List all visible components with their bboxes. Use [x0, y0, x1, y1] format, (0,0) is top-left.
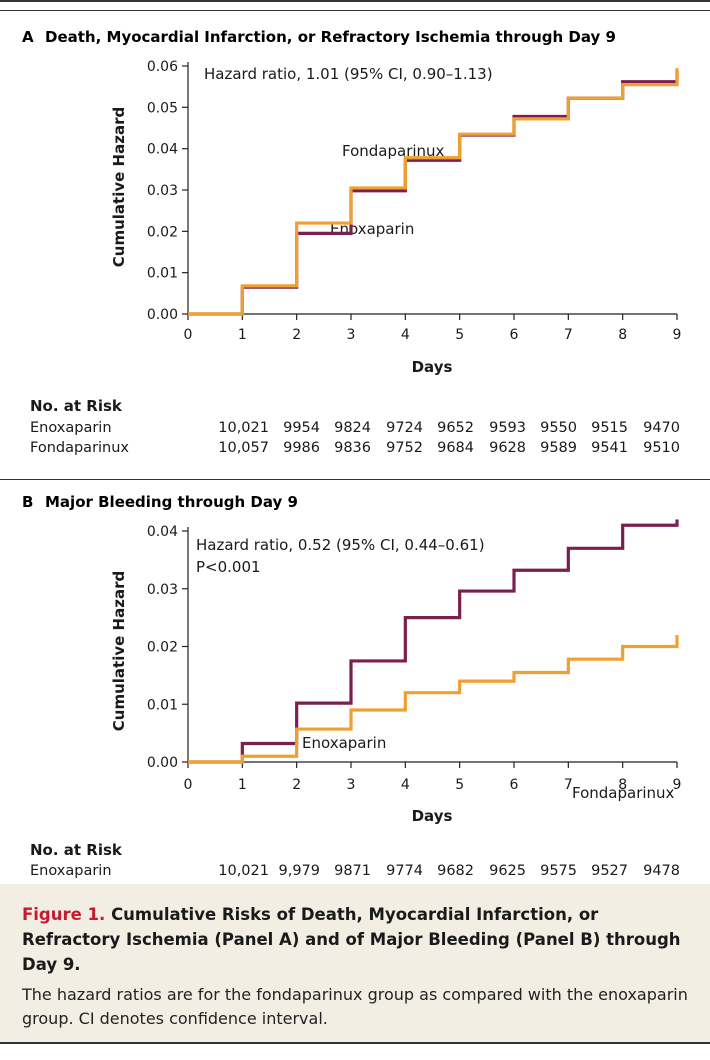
panel-a-hazard-ratio: Hazard ratio, 1.01 (95% CI, 0.90–1.13): [204, 65, 493, 83]
top-rule-thin: [0, 10, 710, 11]
risk-value-enoxaparin: 9470: [643, 420, 680, 436]
panel-a-risk-header: No. at Risk: [30, 397, 123, 415]
risk-value-fondaparinux: 9986: [283, 440, 320, 456]
x-tick-label: 0: [184, 777, 193, 793]
risk-value-fondaparinux: 9510: [643, 440, 680, 456]
x-tick-label: 0: [184, 327, 193, 343]
x-tick-label: 5: [455, 777, 464, 793]
panel-a-title: Death, Myocardial Infarction, or Refract…: [45, 28, 616, 46]
risk-value-enoxaparin: 9,979: [278, 863, 320, 879]
y-tick-label: 0.03: [147, 183, 178, 199]
panel-a-ylabel: Cumulative Hazard: [110, 107, 128, 267]
panel-b-ylabel: Cumulative Hazard: [110, 571, 128, 731]
panel-b-fondaparinux-label: Fondaparinux: [572, 784, 675, 802]
risk-value-fondaparinux: 9752: [386, 440, 423, 456]
x-tick-label: 3: [347, 777, 356, 793]
risk-value-enoxaparin: 9625: [489, 863, 526, 879]
x-tick-label: 7: [564, 777, 573, 793]
panel-a-plot-area: 0.00 0.01 0.02 0.03 0.04 0.05 0.06 0 1 2 3 4 5 6 7 8 9: [147, 59, 682, 343]
risk-value-enoxaparin: 9871: [334, 863, 371, 879]
y-tick-label: 0.00: [147, 307, 178, 323]
risk-value-enoxaparin: 9527: [591, 863, 628, 879]
x-tick-label: 5: [455, 327, 464, 343]
caption-title-block: Figure 1. Cumulative Risks of Death, Myo…: [22, 902, 688, 977]
risk-value-enoxaparin: 9774: [386, 863, 423, 879]
y-tick-label: 0.04: [147, 142, 178, 158]
enoxaparin-step-line: [188, 70, 679, 316]
y-tick-label: 0.04: [147, 524, 178, 540]
risk-value-enoxaparin: 9652: [437, 420, 474, 436]
panel-a-xlabel: Days: [412, 358, 453, 376]
panel-b-risk-header: No. at Risk: [30, 841, 123, 859]
risk-value-fondaparinux: 9628: [489, 440, 526, 456]
x-tick-label: 9: [673, 777, 682, 793]
panel-a-chart: A Death, Myocardial Infarction, or Refra…: [22, 28, 682, 456]
y-tick-label: 0.01: [147, 697, 178, 713]
figure-label: Figure 1.: [22, 905, 106, 924]
panel-a-letter: A: [22, 28, 34, 46]
panel-b-enoxaparin-label: Enoxaparin: [302, 734, 386, 752]
risk-value-enoxaparin: 9550: [540, 420, 577, 436]
panel-a-risk-values: 10,021 9954 9824 9724 9652 9593 9550 9515 9470 10…: [218, 420, 680, 456]
x-tick-label: 4: [401, 777, 410, 793]
x-tick-label: 2: [292, 777, 301, 793]
y-tick-label: 0.05: [147, 100, 178, 116]
risk-value-fondaparinux: 9589: [540, 440, 577, 456]
panel-b-hazard-ratio: Hazard ratio, 0.52 (95% CI, 0.44–0.61): [196, 536, 485, 554]
risk-value-enoxaparin: 9954: [283, 420, 320, 436]
fondaparinux-step-line: [188, 68, 679, 316]
x-tick-label: 6: [510, 777, 519, 793]
risk-value-enoxaparin: 9593: [489, 420, 526, 436]
panel-b-letter: B: [22, 493, 33, 511]
x-tick-label: 8: [618, 327, 627, 343]
x-tick-label: 8: [618, 777, 627, 793]
panel-a-fondaparinux-label: Fondaparinux: [342, 142, 445, 160]
caption-title: Cumulative Risks of Death, Myocardial In…: [22, 905, 681, 974]
risk-value-enoxaparin: 9478: [643, 863, 680, 879]
risk-value-fondaparinux: 10,057: [218, 440, 269, 456]
x-tick-label: 4: [401, 327, 410, 343]
risk-value-enoxaparin: 9515: [591, 420, 628, 436]
caption-body: The hazard ratios are for the fondaparin…: [22, 985, 688, 1028]
y-tick-label: 0.03: [147, 582, 178, 598]
panel-b-risk-values: 10,0219,97998719774968296259575952794781…: [218, 863, 680, 879]
panel-b-plot-area: 0.00 0.01 0.02 0.03 0.04 0 1 2 3 4 5 6 7 8 9: [147, 519, 682, 793]
top-rule: [0, 0, 710, 2]
panel-a-risk-row-label-enoxaparin: Enoxaparin: [30, 420, 112, 436]
y-tick-label: 0.06: [147, 59, 178, 75]
y-tick-label: 0.00: [147, 755, 178, 771]
x-tick-label: 3: [347, 327, 356, 343]
panel-b-title: Major Bleeding through Day 9: [45, 493, 298, 511]
risk-value-enoxaparin: 9724: [386, 420, 423, 436]
y-tick-label: 0.02: [147, 640, 178, 656]
x-tick-label: 1: [238, 777, 247, 793]
x-tick-label: 1: [238, 327, 247, 343]
panel-divider: [0, 479, 710, 480]
panel-b-chart: B Major Bleeding through Day 9 Cumulativ…: [22, 493, 682, 879]
risk-value-enoxaparin: 9824: [334, 420, 371, 436]
risk-value-fondaparinux: 9684: [437, 440, 474, 456]
y-tick-label: 0.02: [147, 224, 178, 240]
fondaparinux-step-line: [188, 634, 679, 764]
x-tick-label: 6: [510, 327, 519, 343]
figure-caption: Figure 1. Cumulative Risks of Death, Myo…: [0, 884, 710, 1042]
bottom-rule: [0, 1042, 710, 1044]
risk-value-fondaparinux: 9836: [334, 440, 371, 456]
x-tick-label: 9: [673, 327, 682, 343]
panel-a-risk-row-label-fondaparinux: Fondaparinux: [30, 440, 129, 456]
risk-value-enoxaparin: 10,021: [218, 420, 269, 436]
panel-b-p-value: P<0.001: [196, 558, 261, 576]
risk-value-enoxaparin: 9682: [437, 863, 474, 879]
enoxaparin-step-line: [188, 519, 679, 764]
panel-b-risk-row-label-enoxaparin: Enoxaparin: [30, 863, 112, 879]
risk-value-enoxaparin: 10,021: [218, 863, 269, 879]
y-tick-label: 0.01: [147, 266, 178, 282]
risk-value-enoxaparin: 9575: [540, 863, 577, 879]
x-tick-label: 7: [564, 327, 573, 343]
x-tick-label: 2: [292, 327, 301, 343]
risk-value-fondaparinux: 9541: [591, 440, 628, 456]
panel-b-xlabel: Days: [412, 807, 453, 825]
